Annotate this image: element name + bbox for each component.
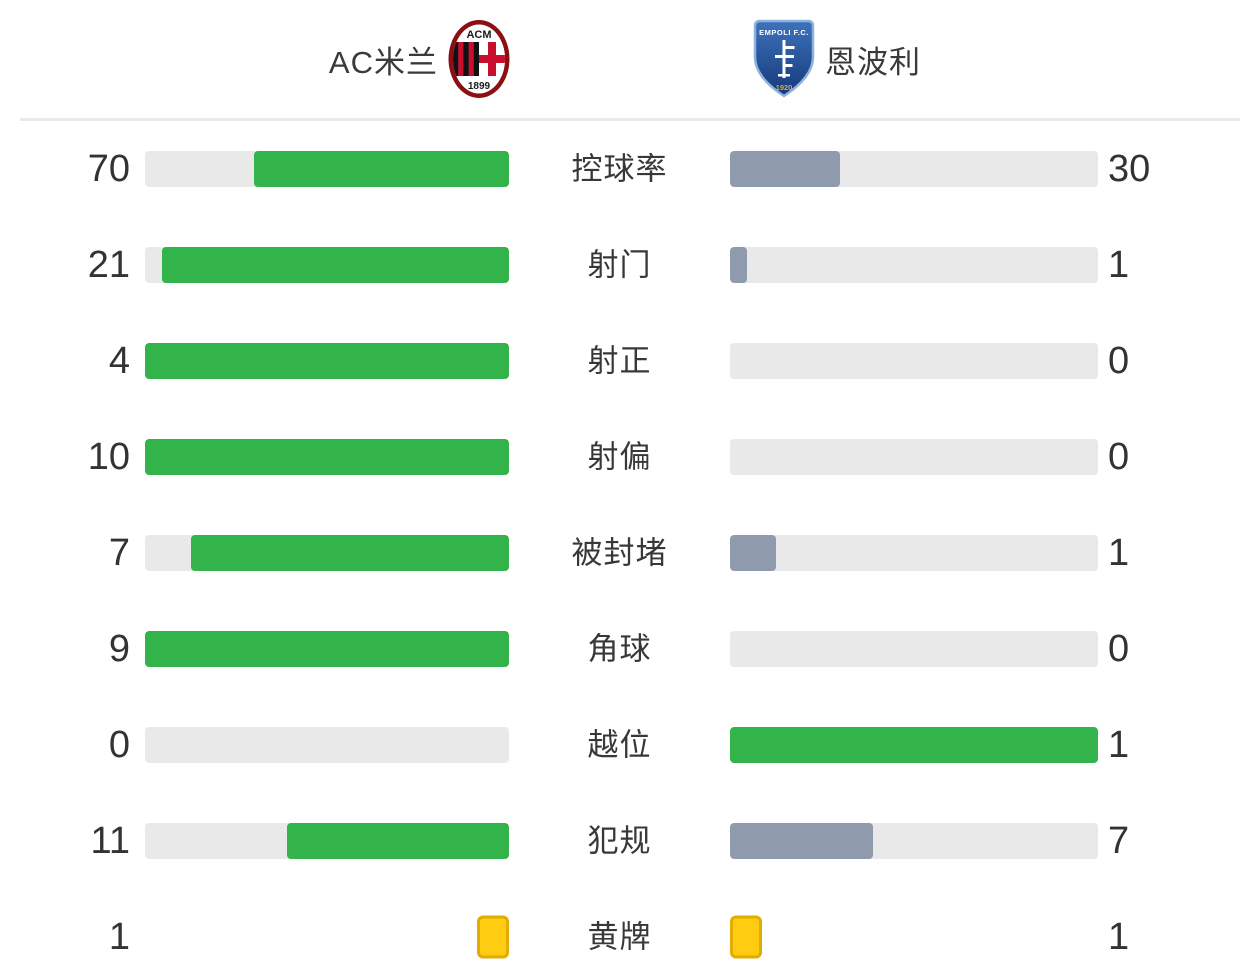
home-stat-bar [145, 151, 509, 187]
svg-text:1920: 1920 [776, 83, 793, 92]
away-stat-value: 1 [1108, 244, 1130, 286]
svg-text:1899: 1899 [468, 81, 491, 92]
stat-row: 0 越位 1 [0, 697, 1240, 793]
stat-row: 10 射偏 0 [0, 409, 1240, 505]
svg-text:EMPOLI F.C.: EMPOLI F.C. [759, 28, 809, 37]
stat-label: 射门 [587, 247, 652, 283]
home-stat-value: 9 [108, 628, 130, 670]
away-stat-value: 1 [1108, 724, 1130, 766]
home-team-name: AC米兰 [328, 44, 438, 80]
away-stat-value: 1 [1108, 916, 1130, 958]
home-stat-value: 7 [108, 532, 130, 574]
away-team-name: 恩波利 [825, 44, 921, 80]
home-stat-value: 70 [87, 148, 130, 190]
away-stat-bar [730, 247, 1098, 283]
stat-label: 射偏 [587, 439, 652, 475]
home-stat-bar [145, 823, 509, 859]
away-bar-fill [730, 727, 1098, 763]
home-stat-value: 0 [108, 724, 130, 766]
away-team-header: EMPOLI F.C. 1920 恩波利 [753, 0, 921, 118]
away-stat-bar [730, 151, 1098, 187]
away-stat-value: 0 [1108, 340, 1130, 382]
home-stat-value: 4 [108, 340, 130, 382]
away-stat-value: 30 [1108, 148, 1151, 190]
away-stat-bar [730, 823, 1098, 859]
stat-row: 11 犯规 7 [0, 793, 1240, 889]
ac-milan-crest-icon: ACM 1899 [448, 20, 510, 98]
home-bar-fill [286, 823, 509, 859]
away-stat-value: 0 [1108, 436, 1130, 478]
home-bar-fill [145, 631, 509, 667]
home-stat-bar [145, 439, 509, 475]
away-bar-fill [730, 823, 874, 859]
svg-text:ACM: ACM [466, 29, 491, 41]
away-stat-bar [730, 535, 1098, 571]
home-bar-fill [190, 535, 509, 571]
empoli-crest-icon: EMPOLI F.C. 1920 [753, 19, 815, 98]
stat-row: 21 射门 1 [0, 217, 1240, 313]
stat-label: 射正 [587, 343, 652, 379]
away-bar-fill [730, 151, 841, 187]
stat-label: 黄牌 [587, 919, 652, 955]
stat-label: 角球 [587, 631, 652, 667]
home-bar-fill [145, 343, 509, 379]
away-stat-value: 0 [1108, 628, 1130, 670]
stats-rows: 70 控球率 30 21 射门 1 4 射正 0 10 射偏 0 7 被封堵 1 9 角球 0 0 越位 1 11 犯规 7 1… [0, 121, 1240, 977]
stat-row: 70 控球率 30 [0, 121, 1240, 217]
home-stat-bar [145, 631, 509, 667]
home-team-header: AC米兰 ACM 1899 [329, 0, 510, 118]
home-stat-bar [145, 343, 509, 379]
home-stat-value: 11 [90, 820, 130, 862]
stat-row: 9 角球 0 [0, 601, 1240, 697]
header-divider [20, 118, 1240, 121]
away-bar-fill [730, 247, 747, 283]
stat-row: 4 射正 0 [0, 313, 1240, 409]
away-stat-value: 7 [1108, 820, 1130, 862]
stat-row: 1 黄牌 1 [0, 889, 1240, 977]
stat-label: 控球率 [571, 151, 668, 187]
home-bar-fill [145, 439, 509, 475]
away-stat-value: 1 [1108, 532, 1130, 574]
home-stat-bar [145, 727, 509, 763]
teams-header: AC米兰 ACM 1899 [0, 0, 1240, 121]
stat-label: 被封堵 [571, 535, 668, 571]
home-stat-bar [145, 535, 509, 571]
away-stat-bar [730, 727, 1098, 763]
home-stat-value: 1 [108, 916, 130, 958]
stat-label: 犯规 [587, 823, 652, 859]
home-stat-bar [145, 247, 509, 283]
away-yellow-card-icon [730, 915, 762, 959]
away-stat-bar [730, 343, 1098, 379]
stat-label: 越位 [587, 727, 652, 763]
home-yellow-card-icon [477, 915, 509, 959]
stat-row: 7 被封堵 1 [0, 505, 1240, 601]
home-stat-value: 10 [87, 436, 130, 478]
home-bar-fill [161, 247, 509, 283]
away-stat-bar [730, 631, 1098, 667]
away-stat-bar [730, 439, 1098, 475]
home-bar-fill [254, 151, 509, 187]
away-bar-fill [730, 535, 776, 571]
home-stat-value: 21 [87, 244, 130, 286]
